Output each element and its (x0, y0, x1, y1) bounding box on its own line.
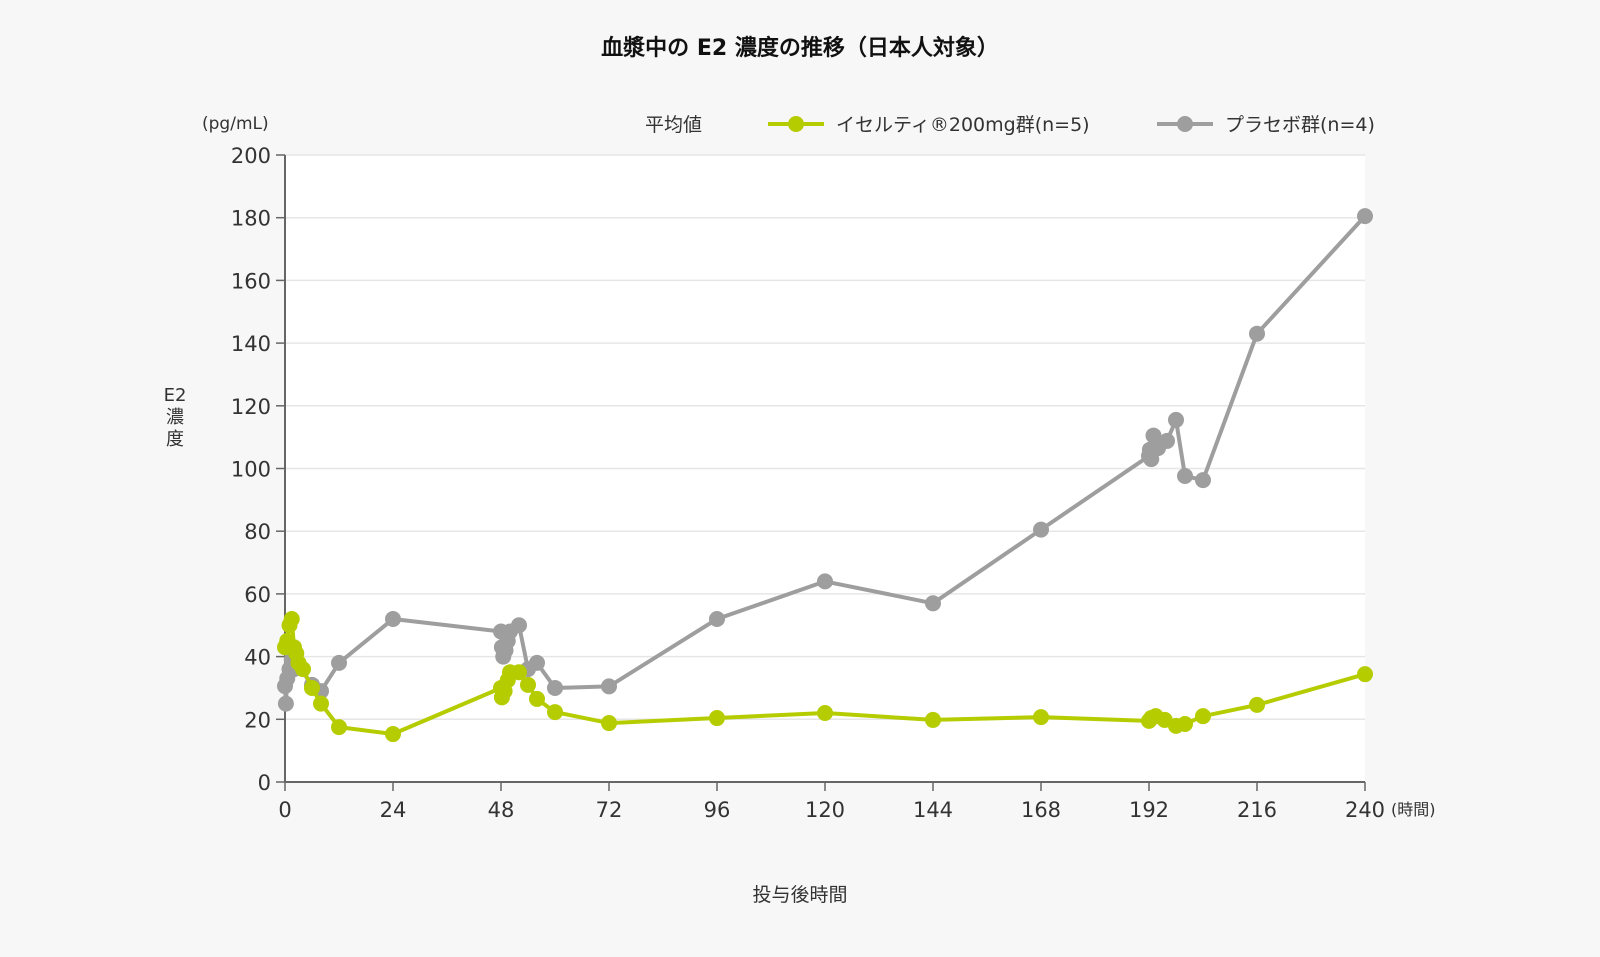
data-point (313, 695, 329, 712)
data-point (817, 573, 833, 590)
data-point (709, 610, 725, 627)
legend-heading: 平均値 (645, 114, 703, 136)
data-point (277, 695, 294, 712)
data-point (385, 726, 401, 743)
x-axis-label: 投与後時間 (752, 884, 848, 906)
data-point (520, 676, 536, 693)
data-point (1033, 709, 1049, 726)
data-point (1033, 521, 1049, 538)
x-tick-label: 144 (913, 798, 953, 822)
y-tick-label: 180 (231, 207, 271, 231)
data-point (385, 610, 401, 627)
data-point (601, 715, 617, 732)
data-point (1168, 411, 1184, 428)
gray-line-marker-icon (1157, 115, 1213, 132)
data-point (547, 704, 563, 721)
axes: 0 20 40 60 80 100 120 140 160 180 200 0 24 48 72 96 120 1… (231, 144, 1436, 822)
y-tick-label: 120 (231, 395, 271, 419)
data-point (1177, 716, 1193, 733)
data-point (1357, 666, 1373, 683)
data-point (529, 690, 545, 707)
data-point (1177, 468, 1193, 485)
y-tick-label: 0 (258, 771, 271, 795)
y-tick-label: 140 (231, 332, 271, 356)
y-tick-label: 20 (244, 708, 271, 732)
data-point (1249, 696, 1265, 713)
data-point (547, 679, 563, 696)
gridlines (285, 154, 1365, 721)
y-tick-label: 40 (244, 646, 271, 670)
data-point (511, 664, 527, 681)
x-tick-label: 0 (278, 798, 291, 822)
data-point (283, 610, 300, 627)
x-tick-label: 120 (805, 798, 845, 822)
x-axis-unit: (時間) (1391, 800, 1436, 819)
green-line-marker-icon (768, 115, 824, 132)
data-point (1159, 432, 1175, 449)
data-point (1249, 325, 1265, 342)
data-point (1195, 708, 1211, 725)
legend-label-iseltide: イセルティ®200mg群(n=5) (836, 114, 1090, 136)
series-iseltide (277, 610, 1373, 743)
y-tick-label: 100 (231, 458, 271, 482)
y-axis-label-line: 度 (166, 429, 184, 450)
chart-title: 血漿中の E2 濃度の推移（日本人対象） (601, 36, 999, 61)
series-placebo (277, 208, 1373, 712)
x-tick-label: 24 (380, 798, 407, 822)
y-axis-label-line: E2 (163, 385, 187, 406)
chart-legend: 平均値 イセルティ®200mg群(n=5) プラセボ群(n=4) (0, 110, 1600, 138)
data-point (601, 678, 617, 695)
data-point (1145, 427, 1162, 444)
y-axis-label: E2 濃 度 (160, 385, 190, 451)
x-tick-label: 240 (1345, 798, 1385, 822)
x-tick-label: 192 (1129, 798, 1169, 822)
data-point (1357, 208, 1373, 225)
legend-item-placebo: プラセボ群(n=4) (1157, 110, 1375, 137)
data-point (817, 705, 833, 722)
y-tick-label: 200 (231, 144, 271, 168)
x-tick-label: 168 (1021, 798, 1061, 822)
data-point (709, 710, 725, 727)
y-axis-unit: (pg/mL) (202, 114, 269, 134)
data-point (304, 679, 320, 696)
x-tick-label: 48 (488, 798, 515, 822)
y-axis-label-line: 濃 (166, 407, 184, 428)
x-tick-label: 96 (704, 798, 731, 822)
y-tick-label: 80 (244, 520, 271, 544)
x-tick-label: 216 (1237, 798, 1277, 822)
data-point (529, 654, 545, 671)
data-point (1195, 472, 1211, 489)
data-series (277, 208, 1373, 743)
data-point (925, 595, 941, 612)
y-tick-label: 60 (244, 583, 271, 607)
legend-item-iseltide: イセルティ®200mg群(n=5) (768, 110, 1090, 137)
legend-label-placebo: プラセボ群(n=4) (1225, 114, 1375, 136)
y-tick-label: 160 (231, 269, 271, 293)
data-point (331, 719, 347, 736)
data-point (331, 654, 347, 671)
data-point (511, 617, 527, 634)
x-tick-label: 72 (596, 798, 623, 822)
data-point (295, 661, 311, 678)
data-point (925, 711, 941, 728)
